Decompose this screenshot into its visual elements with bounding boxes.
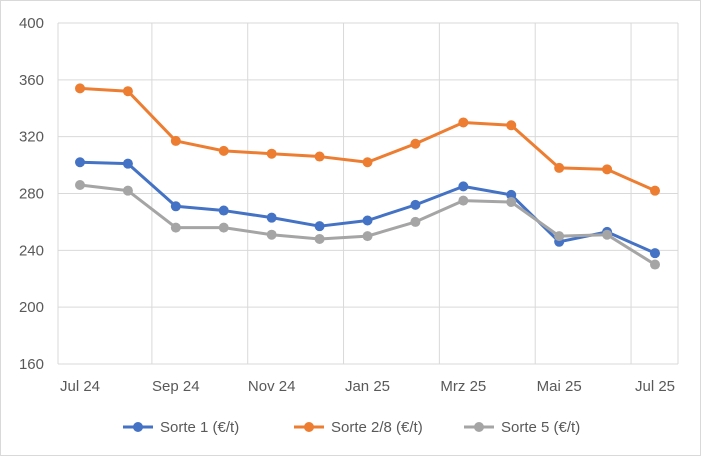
- data-point: [506, 197, 517, 208]
- data-point: [170, 135, 181, 146]
- data-point: [266, 229, 277, 240]
- legend-item: Sorte 1 (€/t): [123, 419, 239, 436]
- data-point: [602, 229, 613, 240]
- x-tick-label: Jul 25: [635, 378, 675, 395]
- legend-item: Sorte 5 (€/t): [464, 419, 580, 436]
- y-tick-label: 280: [19, 186, 44, 203]
- data-point: [554, 231, 565, 242]
- data-point: [602, 164, 613, 175]
- data-point: [266, 148, 277, 159]
- data-point: [554, 162, 565, 173]
- data-point: [122, 86, 133, 97]
- data-point: [506, 189, 517, 200]
- data-point: [410, 216, 421, 227]
- data-point: [458, 117, 469, 128]
- series-3: [75, 179, 660, 270]
- series-1: [75, 157, 660, 259]
- data-point: [362, 157, 373, 168]
- y-tick-label: 320: [19, 129, 44, 146]
- data-point: [506, 120, 517, 131]
- data-point: [218, 145, 229, 156]
- data-point: [218, 205, 229, 216]
- data-point: [75, 179, 85, 190]
- data-point: [314, 151, 325, 162]
- data-point: [650, 248, 660, 259]
- x-tick-label: Jul 24: [60, 378, 100, 395]
- series-layer: [75, 83, 660, 270]
- series-2: [75, 83, 660, 196]
- axis-layer: 160 200 240 280 320 360 400 Jul 24 Sep 24 Nov 24 J…: [19, 15, 675, 395]
- data-point: [458, 181, 469, 192]
- legend-swatch-marker: [304, 422, 314, 432]
- legend-item: Sorte 2/8 (€/t): [294, 419, 423, 436]
- legend-label: Sorte 1 (€/t): [160, 419, 239, 436]
- legend-swatch-marker: [133, 422, 143, 432]
- data-point: [362, 231, 373, 242]
- x-tick-label: Sep 24: [152, 378, 200, 395]
- data-point: [75, 83, 85, 94]
- data-point: [266, 212, 277, 223]
- x-tick-label: Nov 24: [248, 378, 296, 395]
- data-point: [410, 199, 421, 210]
- legend-swatch-marker: [474, 422, 484, 432]
- data-point: [458, 195, 469, 206]
- data-point: [650, 259, 660, 270]
- data-point: [410, 138, 421, 149]
- data-point: [650, 185, 660, 196]
- data-point: [170, 201, 181, 212]
- y-tick-label: 240: [19, 242, 44, 259]
- y-tick-label: 360: [19, 72, 44, 89]
- data-point: [314, 233, 325, 244]
- legend-label: Sorte 5 (€/t): [501, 419, 580, 436]
- x-tick-label: Mrz 25: [440, 378, 486, 395]
- data-point: [122, 185, 133, 196]
- x-tick-label: Mai 25: [537, 378, 582, 395]
- x-tick-label: Jan 25: [345, 378, 390, 395]
- grid-layer: [57, 22, 679, 365]
- data-point: [218, 222, 229, 233]
- series-line: [78, 86, 657, 193]
- y-tick-label: 200: [19, 299, 44, 316]
- data-point: [75, 157, 85, 168]
- y-tick-label: 160: [19, 356, 44, 373]
- legend-label: Sorte 2/8 (€/t): [331, 419, 423, 436]
- legend: Sorte 1 (€/t) Sorte 2/8 (€/t) Sorte 5 (€/t…: [123, 419, 580, 436]
- data-point: [170, 222, 181, 233]
- y-tick-label: 400: [19, 15, 44, 32]
- data-point: [314, 221, 325, 232]
- data-point: [122, 158, 133, 169]
- data-point: [362, 215, 373, 226]
